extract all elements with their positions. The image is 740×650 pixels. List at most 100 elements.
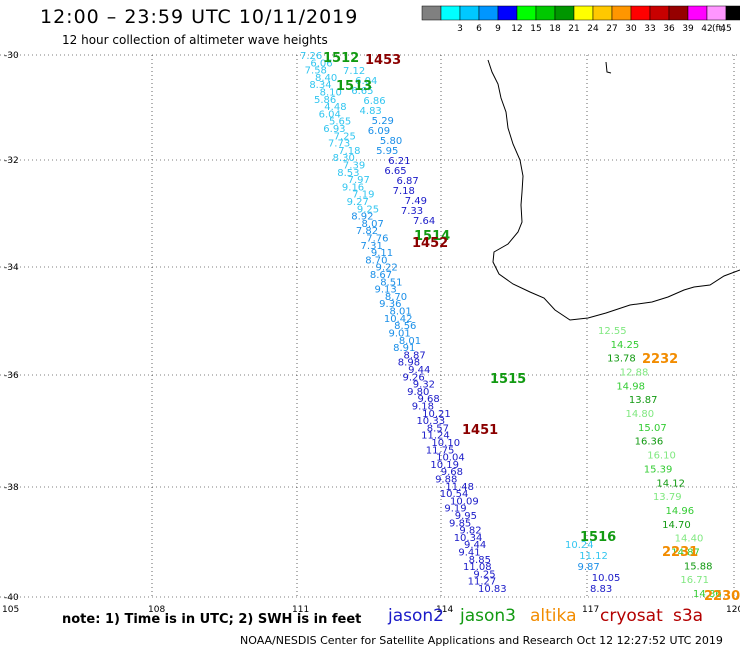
wave-height-value: 5.95 [376,146,398,157]
wave-height-value: 12.88 [620,368,649,379]
colorbar-label: 30 [625,24,637,34]
map-subtitle: 12 hour collection of altimeter wave hei… [62,33,328,47]
legend-altika: altika [530,606,577,626]
wave-height-value: 9.82 [459,526,481,537]
colorbar-label: 12 [511,24,522,34]
wave-height-value: 14.25 [611,340,640,351]
wave-height-value: 16.36 [635,437,664,448]
lat-label: -36 [4,371,19,381]
wave-height-value: 13.87 [629,395,658,406]
legend-s3a: s3a [673,606,704,626]
wave-height-value: 11.48 [445,482,474,493]
wave-height-value: 8.67 [370,270,392,281]
pass-time-label: 2230 [704,589,740,604]
wave-height-value: 13.78 [607,354,636,365]
colorbar-units: (ft) [712,24,726,34]
wave-height-value: 8.91 [393,343,415,354]
pass-time-label: 1515 [490,372,526,387]
wave-height-value: 7.31 [361,241,383,252]
wave-height-value: 5.86 [314,95,336,106]
colorbar-swatch [459,5,480,21]
pass-time-label: 1512 [323,51,359,66]
wave-height-value: 10.09 [450,496,479,507]
wave-height-value: 9.22 [376,263,398,274]
colorbar-label: 24 [587,24,599,34]
lat-label: -34 [4,263,19,273]
wave-height-value: 6.04 [355,76,377,87]
lat-label: -40 [4,593,19,603]
wave-height-value: 8.53 [337,168,359,179]
pass-time-label: 2231 [662,545,698,560]
wave-height-value: 8.92 [351,212,373,223]
map-grid: -30 -32 -34 -36 -38 -40 105 108 111 114 117 120 [0,51,740,615]
wave-height-value: 8.57 [427,423,449,434]
colorbar-swatch [573,5,594,21]
wave-height-value: 9.27 [347,197,369,208]
wave-height-value: 9.25 [357,204,379,215]
wave-height-value: 14.86 [693,589,722,600]
wave-height-value: 7.25 [334,131,356,142]
wave-height-value: 4.48 [324,102,346,113]
wave-height-value: 10.10 [431,438,460,449]
wave-height-value: 5.80 [380,136,402,147]
wave-height-value: 10.04 [436,453,465,464]
colorbar-swatch [668,5,689,21]
colorbar-label: 3 [457,24,463,34]
wave-height-value: 6.65 [384,166,406,177]
wave-height-value: 8.01 [399,336,421,347]
wave-height-value: 8.40 [315,73,337,84]
wave-height-value: 9.68 [417,394,439,405]
wave-height-value: 12.55 [598,326,627,337]
colorbar-label: 45 [720,24,731,34]
colorbar-swatch [497,5,518,21]
wave-height-value: 7.64 [413,216,435,227]
colorbar-label: 33 [644,24,655,34]
wave-height-value: 6.21 [388,156,410,167]
pass-time-label: 1513 [336,79,372,94]
wave-height-value: 7.39 [343,161,365,172]
colorbar-swatch [440,5,461,21]
legend-jason2: jason2 [388,606,444,626]
lat-label: -30 [4,51,19,61]
wave-height-value: 6.65 [351,86,373,97]
wave-height-value: 8.87 [403,350,425,361]
wave-height-value: 4.83 [360,106,382,117]
wave-height-value: 11.08 [463,562,492,573]
wave-height-value: 6.86 [363,96,385,107]
pass-time-label: 1451 [462,423,498,438]
coastline [487,59,740,321]
colorbar-swatch [611,5,632,21]
colorbar-swatch [421,5,442,21]
wave-height-value: 8.70 [385,292,407,303]
wave-height-value: 9.95 [455,511,477,522]
pass-time-label: 1514 [414,229,450,244]
colorbar-label: 6 [476,24,482,34]
wave-height-value: 8.85 [469,555,491,566]
colorbar-swatch [687,5,708,21]
wave-height-value: 8.01 [390,307,412,318]
colorbar-swatch [478,5,499,21]
wave-height-value: 11.12 [579,551,608,562]
wave-height-value: 9.44 [408,365,430,376]
wave-height-value: 9.36 [379,299,401,310]
legend-cryosat: cryosat [600,606,663,626]
wave-height-value: 9.68 [441,467,463,478]
wave-height-value: 7.18 [338,146,360,157]
lon-label: 117 [582,605,599,615]
wave-height-value: 10.54 [440,489,469,500]
wave-height-value: 7.58 [305,66,327,77]
wave-height-value: 6.06 [310,58,332,69]
wave-height-value: 10.24 [565,540,594,551]
wave-height-value: 14.96 [666,506,695,517]
wave-height-value: 8.83 [590,584,612,595]
wave-height-value: 10.83 [478,584,507,595]
lon-label: 105 [2,605,19,615]
wave-height-value: 8.70 [365,255,387,266]
credit-line: NOAA/NESDIS Center for Satellite Applica… [240,634,723,647]
footer-note: note: 1) Time is in UTC; 2) SWH is in fe… [62,612,362,627]
colorbar-swatch [725,5,740,21]
wave-height-value: 9.16 [342,182,364,193]
wave-height-value: 16.10 [647,451,676,462]
legend-jason3: jason3 [460,606,516,626]
